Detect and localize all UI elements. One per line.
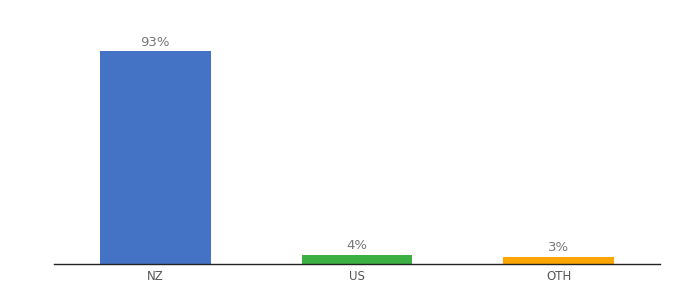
Text: 4%: 4% — [347, 239, 367, 252]
Text: 3%: 3% — [548, 242, 569, 254]
Bar — [503, 257, 614, 264]
Bar — [301, 255, 413, 264]
Bar — [100, 51, 211, 264]
Text: 93%: 93% — [141, 36, 170, 49]
